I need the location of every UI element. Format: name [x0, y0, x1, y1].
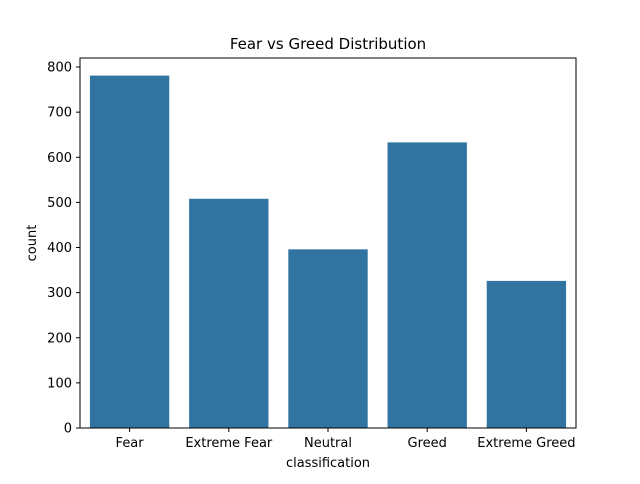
x-tick-label: Neutral: [304, 436, 352, 451]
chart-title: Fear vs Greed Distribution: [230, 35, 426, 53]
y-tick-label: 400: [47, 241, 72, 256]
x-axis: Fear Extreme Fear Neutral Greed Extreme Gree…: [116, 428, 576, 451]
bar-greed: [387, 142, 467, 428]
x-tick-label: Extreme Greed: [477, 436, 575, 451]
x-tick-label: Fear: [116, 436, 145, 451]
x-tick-label: Extreme Fear: [185, 436, 273, 451]
y-tick-label: 800: [47, 61, 72, 76]
bar-extreme-fear: [189, 198, 269, 428]
y-tick-label: 500: [47, 196, 72, 211]
y-tick-label: 200: [47, 331, 72, 346]
plot-frame: [79, 57, 577, 429]
y-axis-label: count: [25, 225, 40, 262]
y-tick-label: 700: [47, 106, 72, 121]
bar-fear: [89, 75, 170, 428]
y-tick-label: 300: [47, 286, 72, 301]
y-tick-label: 0: [64, 422, 72, 437]
y-tick-label: 600: [47, 151, 72, 166]
bar-extreme-greed: [486, 280, 567, 428]
y-tick-label: 100: [47, 376, 72, 391]
bars-group: [89, 75, 567, 428]
y-axis: 0 100 200 300 400 500 600 700 800: [47, 61, 80, 437]
bar-neutral: [288, 249, 368, 428]
x-axis-label: classification: [286, 456, 370, 471]
x-tick-label: Greed: [408, 436, 447, 451]
